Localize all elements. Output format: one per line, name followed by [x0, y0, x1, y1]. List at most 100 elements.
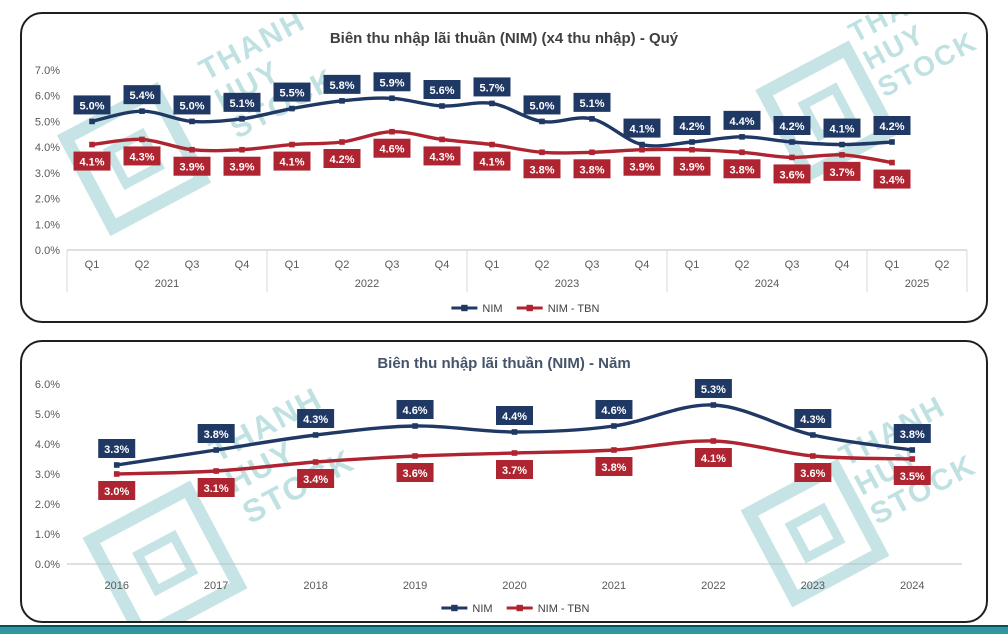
data-label: 3.5% [900, 471, 925, 483]
quarterly-chart-canvas: 0.0% 1.0% 2.0% 3.0% 4.0% 5.0% 6.0% 7.0% Q1 Q2 Q3 Q4… [35, 65, 968, 315]
data-label: 3.7% [502, 465, 527, 477]
data-label-box [794, 409, 832, 428]
x-axis-category-label: Q3 [385, 259, 400, 271]
x-axis-category-label: 2022 [701, 580, 725, 592]
series-marker [213, 447, 219, 453]
x-axis-year-label: 2025 [905, 278, 929, 290]
legend-marker [451, 604, 458, 612]
data-label: 5.4% [129, 90, 154, 102]
data-label-box [523, 95, 561, 115]
data-label: 3.9% [179, 162, 204, 174]
data-label: 4.1% [829, 124, 854, 136]
series-marker [739, 149, 745, 156]
series-marker [839, 152, 845, 158]
y-axis-tick: 4.0% [35, 142, 60, 154]
series-marker [113, 471, 120, 477]
data-label: 3.7% [829, 167, 854, 179]
data-label-box [373, 138, 411, 158]
data-label-box [297, 409, 335, 428]
data-label-box [123, 85, 161, 105]
x-axis-category-label: Q1 [85, 259, 100, 271]
series-marker [889, 159, 895, 166]
data-label-box [173, 156, 211, 176]
data-label-box [595, 457, 633, 476]
series-marker [89, 141, 95, 148]
data-label-box [373, 72, 411, 92]
data-label-box [694, 379, 732, 398]
data-label: 3.8% [204, 429, 229, 441]
series-marker [639, 146, 645, 153]
legend-marker [516, 604, 523, 612]
series-marker [810, 453, 816, 459]
data-label: 4.1% [479, 157, 504, 169]
y-axis-tick: 7.0% [35, 65, 60, 77]
data-label-box [573, 92, 611, 112]
data-label: 3.9% [629, 162, 654, 174]
series-marker [239, 116, 245, 122]
series-marker [189, 146, 195, 153]
data-label-box [73, 95, 111, 115]
data-label: 5.1% [579, 98, 604, 110]
data-label-box [473, 77, 511, 97]
data-label: 4.1% [279, 157, 304, 169]
y-axis-tick: 2.0% [35, 194, 60, 206]
legend-label: NIM [472, 603, 492, 615]
series-marker [909, 456, 916, 462]
series-marker [139, 108, 145, 114]
data-label-box [496, 406, 533, 425]
series-marker [412, 453, 418, 459]
series-marker [909, 447, 916, 453]
data-label-box [423, 146, 461, 166]
series-marker [511, 429, 518, 435]
data-label: 5.3% [701, 384, 726, 396]
data-label-box [323, 149, 361, 168]
series-marker [710, 402, 717, 408]
data-label: 4.4% [729, 116, 754, 128]
data-label: 4.3% [429, 151, 454, 163]
series-marker [539, 149, 545, 156]
series-marker [389, 95, 395, 102]
data-label: 3.6% [800, 468, 825, 480]
data-label: 3.0% [104, 486, 129, 498]
x-axis-category-label: Q4 [235, 259, 250, 271]
data-label-box [623, 156, 661, 176]
legend-label: NIM - TBN [538, 603, 590, 615]
data-label: 3.9% [229, 162, 254, 174]
series-marker [389, 128, 395, 135]
data-label-box [893, 424, 931, 443]
x-axis-category-label: Q2 [735, 259, 750, 271]
data-label: 4.6% [601, 405, 626, 417]
data-label-box [623, 118, 661, 138]
x-axis-year-label: 2024 [755, 278, 779, 290]
data-label-box [273, 151, 311, 171]
series-marker [439, 136, 445, 143]
data-label-box [197, 478, 235, 497]
data-label-box [223, 92, 261, 112]
data-label-box [423, 80, 461, 99]
data-label: 3.8% [729, 164, 754, 176]
data-label-box [173, 95, 211, 115]
data-label: 4.6% [403, 405, 428, 417]
data-label: 3.4% [879, 175, 904, 187]
series-marker [789, 139, 795, 145]
y-axis-tick: 6.0% [35, 379, 60, 391]
data-label: 4.2% [879, 121, 904, 133]
x-axis-category-label: Q4 [435, 259, 450, 271]
series-marker [213, 468, 219, 474]
data-label-box [197, 424, 235, 443]
series-marker [439, 103, 445, 109]
data-label: 3.8% [579, 164, 604, 176]
series-marker [739, 134, 745, 140]
data-label: 3.8% [900, 429, 925, 441]
series-marker [312, 459, 319, 465]
series-marker [489, 100, 495, 107]
series-marker [113, 462, 120, 468]
data-label-box [823, 161, 861, 181]
data-label: 4.1% [701, 453, 726, 465]
legend-label: NIM [482, 303, 502, 315]
series-marker [239, 146, 245, 153]
data-label: 5.7% [479, 82, 504, 94]
data-label-box [98, 481, 136, 500]
bottom-accent-bar [0, 625, 1008, 634]
x-axis-year-label: 2021 [155, 278, 179, 290]
